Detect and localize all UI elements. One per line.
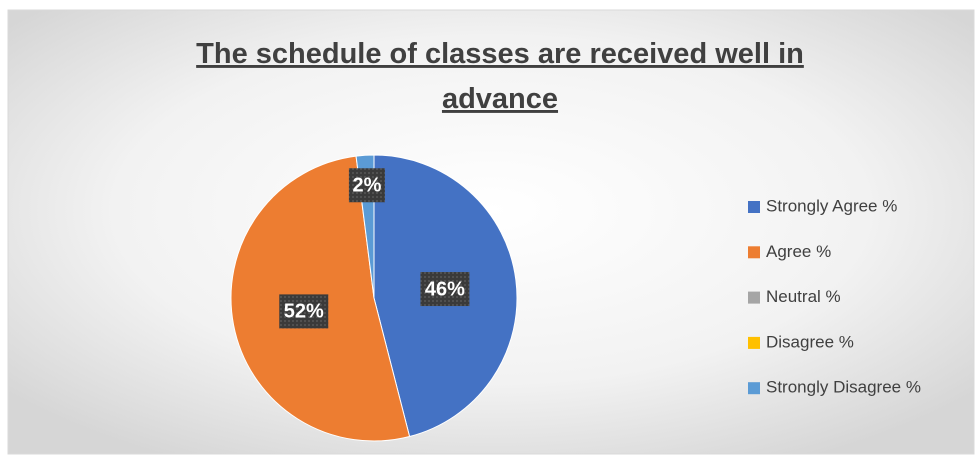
legend-label: Neutral %: [766, 287, 841, 306]
chart-title: The schedule of classes are received wel…: [196, 38, 804, 115]
legend-label: Agree %: [766, 242, 831, 261]
data-label: 52%: [284, 301, 324, 323]
data-label-box: [420, 272, 470, 307]
legend-swatch: [748, 382, 760, 395]
legend-label: Strongly Agree %: [766, 196, 897, 215]
legend-label: Disagree %: [766, 332, 854, 351]
legend-label: Strongly Disagree %: [766, 378, 921, 397]
data-label: 2%: [352, 175, 381, 197]
data-label-box: [348, 168, 385, 203]
data-label: 46%: [425, 278, 465, 300]
legend-swatch: [748, 336, 760, 349]
legend-swatch: [748, 201, 760, 213]
legend-swatch: [748, 246, 760, 259]
legend-swatch: [748, 291, 760, 304]
data-label-box: [279, 294, 329, 329]
